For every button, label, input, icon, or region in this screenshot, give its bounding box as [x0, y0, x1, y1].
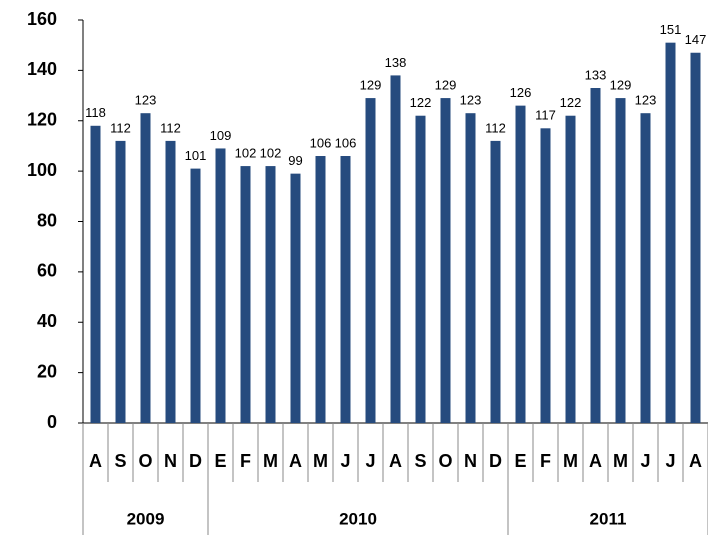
x-tick-label: O [138, 451, 152, 471]
value-label: 122 [410, 95, 432, 110]
bar [440, 98, 451, 424]
value-label: 129 [360, 78, 382, 93]
bar [665, 42, 676, 423]
bar [540, 128, 551, 423]
x-tick-label: E [214, 451, 226, 471]
bar [340, 156, 351, 423]
y-tick-label: 160 [27, 9, 57, 29]
bar [690, 52, 701, 424]
y-tick-label: 20 [37, 361, 57, 381]
y-tick-label: 120 [27, 110, 57, 130]
value-label: 126 [510, 85, 532, 100]
x-tick-label: A [289, 451, 302, 471]
group-label: 2011 [590, 509, 627, 528]
y-tick-label: 100 [27, 160, 57, 180]
bar [465, 113, 476, 423]
bar [115, 140, 126, 423]
value-label: 151 [660, 22, 682, 37]
x-tick-label: M [563, 451, 578, 471]
x-tick-label: J [640, 451, 650, 471]
value-label: 117 [535, 108, 556, 123]
value-label: 106 [335, 135, 357, 150]
value-label: 102 [260, 146, 282, 161]
bar [90, 125, 101, 423]
bar [140, 113, 151, 423]
x-tick-label: E [514, 451, 526, 471]
x-tick-label: N [164, 451, 177, 471]
bar [290, 173, 301, 423]
value-label: 138 [385, 55, 407, 70]
value-label: 99 [288, 153, 302, 168]
bar [590, 88, 601, 423]
value-label: 129 [610, 78, 632, 93]
value-label: 129 [435, 78, 457, 93]
x-tick-label: O [438, 451, 452, 471]
bar [240, 166, 251, 423]
bar [265, 166, 276, 423]
bar [615, 98, 626, 424]
value-label: 101 [185, 148, 207, 163]
bar [215, 148, 226, 424]
value-label: 123 [460, 93, 482, 108]
x-tick-label: A [589, 451, 602, 471]
bar [190, 168, 201, 423]
x-tick-label: S [414, 451, 426, 471]
group-label: 2010 [339, 509, 377, 528]
x-tick-label: F [240, 451, 251, 471]
y-tick-label: 0 [47, 412, 57, 432]
value-label: 133 [585, 67, 607, 82]
x-tick-label: M [613, 451, 628, 471]
x-tick-label: F [540, 451, 551, 471]
value-label: 122 [560, 95, 582, 110]
value-label: 123 [635, 93, 657, 108]
y-tick-label: 60 [37, 261, 57, 281]
x-tick-label: A [389, 451, 402, 471]
x-tick-label: J [365, 451, 375, 471]
x-tick-label: N [464, 451, 477, 471]
x-tick-label: J [340, 451, 350, 471]
x-tick-label: M [263, 451, 278, 471]
value-label: 112 [110, 120, 131, 135]
bar [490, 140, 501, 423]
y-tick-label: 140 [27, 59, 57, 79]
bar [640, 113, 651, 423]
value-label: 109 [210, 128, 232, 143]
bar [390, 75, 401, 423]
x-tick-label: A [89, 451, 102, 471]
bar [165, 140, 176, 423]
bar [365, 98, 376, 424]
bar [315, 156, 326, 423]
value-label: 147 [685, 32, 707, 47]
x-tick-label: J [665, 451, 675, 471]
bar [515, 105, 526, 423]
y-tick-label: 80 [37, 210, 57, 230]
x-tick-label: D [489, 451, 502, 471]
bar [415, 115, 426, 424]
value-label: 112 [485, 120, 506, 135]
y-tick-label: 40 [37, 311, 57, 331]
bar [565, 115, 576, 424]
group-label: 2009 [127, 509, 165, 528]
value-label: 106 [310, 135, 332, 150]
x-tick-label: D [189, 451, 202, 471]
value-label: 112 [160, 120, 181, 135]
x-tick-label: S [114, 451, 126, 471]
value-label: 102 [235, 146, 257, 161]
x-tick-label: A [689, 451, 702, 471]
value-label: 118 [85, 105, 106, 120]
x-tick-label: M [313, 451, 328, 471]
value-label: 123 [135, 93, 157, 108]
